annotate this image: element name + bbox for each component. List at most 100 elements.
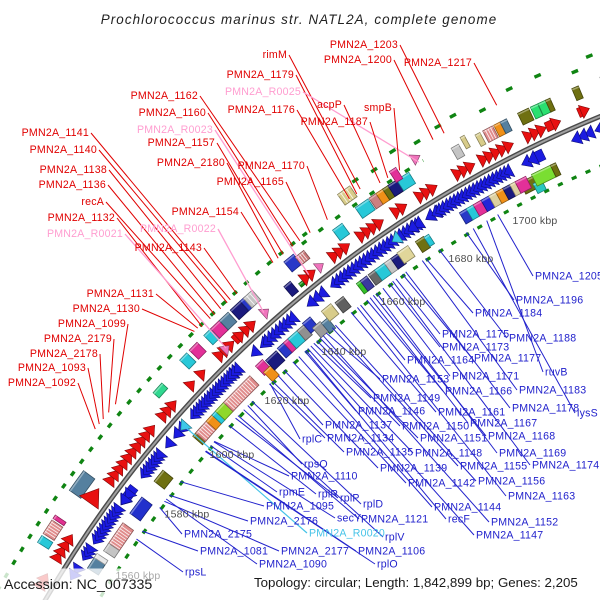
svg-text:PMN2A_1146: PMN2A_1146 (358, 406, 425, 418)
svg-text:PMN2A_1183: PMN2A_1183 (519, 385, 586, 397)
svg-text:PMN2A_1143: PMN2A_1143 (135, 242, 202, 254)
svg-text:1640 kbp: 1640 kbp (322, 346, 367, 358)
svg-text:PMN2A_1152: PMN2A_1152 (491, 517, 558, 529)
svg-text:PMN2A_1141: PMN2A_1141 (22, 127, 89, 139)
svg-text:PMN2A_1174: PMN2A_1174 (532, 460, 599, 472)
svg-text:PMN2A_1175: PMN2A_1175 (442, 329, 509, 341)
svg-text:rplD: rplD (363, 499, 383, 511)
svg-text:PMN2A_1106: PMN2A_1106 (358, 546, 425, 558)
svg-text:PMN2A_1121: PMN2A_1121 (361, 514, 428, 526)
svg-text:PMN2A_R0021: PMN2A_R0021 (47, 228, 123, 240)
svg-text:PMN2A_1138: PMN2A_1138 (40, 164, 107, 176)
svg-text:PMN2A_1132: PMN2A_1132 (48, 212, 115, 224)
svg-text:1660 kbp: 1660 kbp (381, 296, 426, 308)
svg-text:PMN2A_1217: PMN2A_1217 (404, 57, 472, 69)
svg-text:PMN2A_1093: PMN2A_1093 (18, 362, 86, 374)
svg-text:PMN2A_1081: PMN2A_1081 (200, 546, 268, 558)
svg-text:PMN2A_1137: PMN2A_1137 (325, 420, 392, 432)
svg-text:1680 kbp: 1680 kbp (449, 253, 494, 265)
svg-text:PMN2A_1179: PMN2A_1179 (227, 69, 294, 81)
svg-text:PMN2A_1165: PMN2A_1165 (217, 176, 284, 188)
svg-text:PMN2A_1142: PMN2A_1142 (408, 478, 475, 490)
svg-text:PMN2A_1164: PMN2A_1164 (407, 355, 474, 367)
svg-text:Topology: circular; Length: 1,: Topology: circular; Length: 1,842,899 bp… (254, 575, 578, 590)
svg-text:PMN2A_1156: PMN2A_1156 (478, 476, 545, 488)
svg-text:rplR: rplR (318, 489, 338, 501)
svg-text:rplV: rplV (385, 532, 405, 544)
svg-text:PMN2A_1153: PMN2A_1153 (382, 374, 449, 386)
svg-text:PMN2A_1177: PMN2A_1177 (474, 353, 541, 365)
svg-text:PMN2A_1168: PMN2A_1168 (488, 431, 555, 443)
svg-text:1700 kbp: 1700 kbp (513, 215, 558, 227)
svg-text:PMN2A_1148: PMN2A_1148 (415, 448, 482, 460)
svg-text:PMN2A_R0023: PMN2A_R0023 (137, 124, 213, 136)
svg-text:acpP: acpP (317, 99, 342, 111)
svg-text:PMN2A_R0025: PMN2A_R0025 (225, 86, 301, 98)
svg-text:PMN2A_2179: PMN2A_2179 (44, 333, 112, 345)
svg-text:secY: secY (337, 513, 361, 525)
svg-text:PMN2A_1130: PMN2A_1130 (73, 303, 140, 315)
svg-text:PMN2A_1131: PMN2A_1131 (87, 288, 154, 300)
svg-text:PMN2A_1170: PMN2A_1170 (238, 160, 305, 172)
svg-text:PMN2A_1147: PMN2A_1147 (476, 530, 543, 542)
svg-text:Prochlorococcus marinus str. N: Prochlorococcus marinus str. NATL2A, com… (101, 12, 498, 27)
svg-text:rpsQ: rpsQ (304, 459, 328, 471)
svg-text:PMN2A_1110: PMN2A_1110 (291, 471, 358, 483)
svg-text:PMN2A_1161: PMN2A_1161 (438, 407, 505, 419)
svg-text:PMN2A_1196: PMN2A_1196 (516, 295, 583, 307)
svg-text:PMN2A_1176: PMN2A_1176 (228, 104, 295, 116)
svg-text:PMN2A_1151: PMN2A_1151 (420, 433, 487, 445)
svg-text:PMN2A_1095: PMN2A_1095 (266, 501, 334, 513)
svg-text:PMN2A_1187: PMN2A_1187 (301, 116, 368, 128)
svg-text:PMN2A_2177: PMN2A_2177 (281, 546, 349, 558)
svg-text:PMN2A_R0020: PMN2A_R0020 (309, 528, 385, 540)
svg-text:PMN2A_1200: PMN2A_1200 (324, 54, 392, 66)
svg-text:PMN2A_1154: PMN2A_1154 (172, 206, 239, 218)
svg-text:PMN2A_1203: PMN2A_1203 (330, 39, 398, 51)
svg-text:recF: recF (448, 514, 470, 526)
svg-text:PMN2A_1092: PMN2A_1092 (8, 377, 76, 389)
svg-text:PMN2A_1160: PMN2A_1160 (139, 107, 206, 119)
svg-text:recA: recA (81, 196, 104, 208)
svg-text:PMN2A_1144: PMN2A_1144 (434, 502, 501, 514)
svg-text:1580 kbp: 1580 kbp (165, 509, 210, 521)
svg-text:rplC: rplC (302, 434, 322, 446)
svg-text:PMN2A_1205: PMN2A_1205 (535, 271, 600, 283)
svg-text:PMN2A_2180: PMN2A_2180 (157, 157, 225, 169)
svg-text:lysS: lysS (577, 408, 598, 420)
svg-text:PMN2A_1166: PMN2A_1166 (445, 386, 512, 398)
svg-text:PMN2A_1163: PMN2A_1163 (508, 491, 575, 503)
svg-text:rplP: rplP (340, 493, 360, 505)
svg-text:PMN2A_1167: PMN2A_1167 (470, 418, 537, 430)
svg-text:PMN2A_1157: PMN2A_1157 (148, 137, 215, 149)
svg-text:PMN2A_1178: PMN2A_1178 (512, 403, 579, 415)
svg-text:1620 kbp: 1620 kbp (265, 395, 310, 407)
svg-text:PMN2A_2175: PMN2A_2175 (184, 529, 252, 541)
svg-text:PMN2A_1135: PMN2A_1135 (346, 447, 413, 459)
svg-text:rpmE: rpmE (279, 487, 305, 499)
svg-text:PMN2A_1173: PMN2A_1173 (442, 342, 509, 354)
svg-text:PMN2A_1169: PMN2A_1169 (499, 448, 566, 460)
svg-text:Accession: NC_007335: Accession: NC_007335 (4, 577, 152, 593)
svg-text:PMN2A_1099: PMN2A_1099 (58, 318, 126, 330)
svg-text:PMN2A_1188: PMN2A_1188 (509, 333, 576, 345)
svg-text:rimM: rimM (263, 49, 287, 61)
svg-text:PMN2A_R0022: PMN2A_R0022 (140, 223, 216, 235)
svg-text:PMN2A_2176: PMN2A_2176 (250, 516, 318, 528)
svg-text:PMN2A_1149: PMN2A_1149 (373, 393, 440, 405)
svg-text:PMN2A_1184: PMN2A_1184 (475, 308, 542, 320)
svg-text:PMN2A_1140: PMN2A_1140 (30, 144, 97, 156)
svg-text:smpB: smpB (364, 102, 392, 114)
svg-text:PMN2A_2178: PMN2A_2178 (30, 348, 98, 360)
svg-text:PMN2A_1136: PMN2A_1136 (39, 179, 106, 191)
svg-text:PMN2A_1139: PMN2A_1139 (380, 463, 447, 475)
svg-text:1600 kbp: 1600 kbp (210, 449, 255, 461)
svg-text:PMN2A_1162: PMN2A_1162 (131, 90, 198, 102)
svg-text:rplO: rplO (377, 559, 398, 571)
svg-text:rpsL: rpsL (185, 567, 207, 579)
svg-text:1560 kbp: 1560 kbp (116, 570, 161, 582)
svg-text:PMN2A_1155: PMN2A_1155 (460, 461, 527, 473)
svg-text:ruvB: ruvB (545, 367, 568, 379)
svg-text:PMN2A_1171: PMN2A_1171 (452, 371, 519, 383)
svg-text:PMN2A_1134: PMN2A_1134 (327, 433, 394, 445)
